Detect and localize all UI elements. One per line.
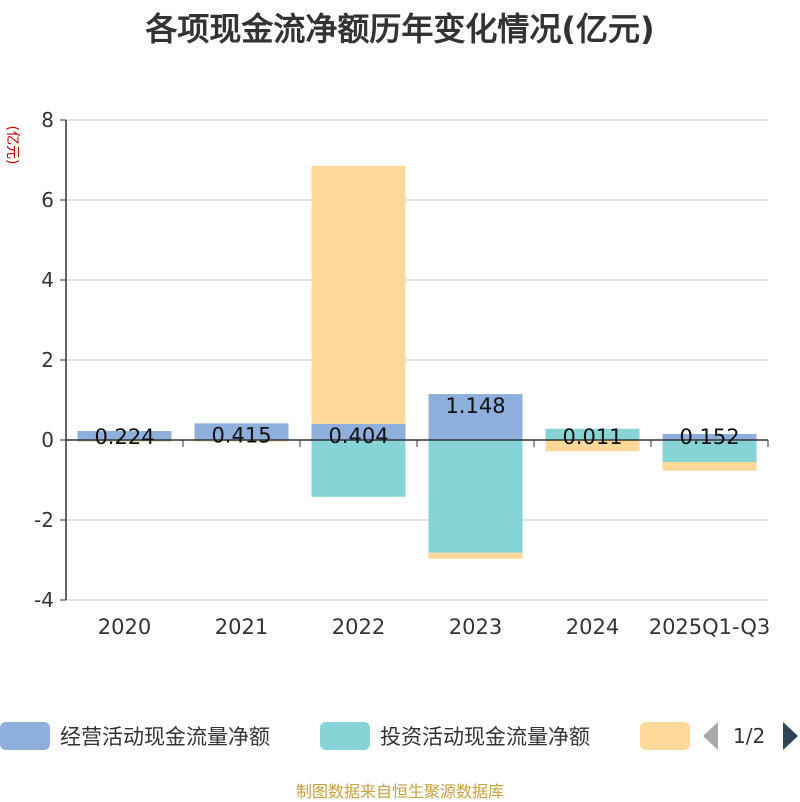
legend-swatch: [320, 722, 370, 750]
data-label: 0.404: [328, 424, 388, 448]
legend-item-2[interactable]: 投资活动现金流量净额: [320, 722, 590, 750]
bar-3-2024[interactable]: [545, 440, 640, 452]
bar-1-2022[interactable]: [311, 423, 406, 440]
legend-item-3[interactable]: [640, 722, 690, 750]
source-note: 制图数据来自恒生聚源数据库: [295, 782, 504, 801]
x-tick-label: 2021: [215, 615, 268, 639]
y-tick-label: 0: [41, 428, 54, 452]
bar-2-2025Q1-Q3[interactable]: [662, 440, 757, 462]
bar-2-2024[interactable]: [545, 428, 640, 440]
bar-1-2021[interactable]: [194, 423, 289, 440]
bar-3-2022[interactable]: [311, 165, 406, 424]
legend-swatch: [640, 722, 690, 750]
y-axis-title: (亿元): [4, 126, 20, 165]
bar-1-2020[interactable]: [77, 431, 172, 440]
grid-lines: [66, 119, 768, 601]
legend[interactable]: 经营活动现金流量净额 投资活动现金流量净额 1/2: [0, 722, 798, 750]
chart-title: 各项现金流净额历年变化情况(亿元): [145, 10, 655, 48]
legend-label: 投资活动现金流量净额: [380, 725, 590, 749]
y-tick-label: -4: [34, 588, 54, 612]
bar-2-2022[interactable]: [311, 440, 406, 497]
data-label: 0.415: [211, 423, 271, 447]
y-tick-label: -2: [34, 508, 54, 532]
bar-3-2021[interactable]: [194, 440, 289, 442]
x-tick-label: 2023: [449, 615, 502, 639]
bar-1-2025Q1-Q3[interactable]: [662, 433, 757, 440]
x-tick-label: 2020: [98, 615, 151, 639]
y-tick-label: 2: [41, 348, 54, 372]
legend-page-indicator: 1/2: [733, 724, 765, 748]
bar-1-2023[interactable]: [428, 394, 523, 440]
axes: -4 -2 0 2 4 6 8 (亿元) 2020 2021 2022 2023 2024 2025Q1-…: [4, 108, 770, 639]
y-tick-label: 4: [41, 268, 54, 292]
prev-page-icon[interactable]: [703, 722, 718, 750]
legend-swatch: [0, 722, 50, 750]
y-tick-label: 6: [41, 188, 54, 212]
bar-3-2020[interactable]: [77, 441, 172, 442]
y-tick-label: 8: [41, 108, 54, 132]
data-label: 1.148: [445, 394, 505, 418]
data-label: 0.011: [562, 425, 622, 449]
bar-3-2023[interactable]: [428, 552, 523, 559]
x-tick-label: 2022: [332, 615, 385, 639]
bar-2-2023[interactable]: [428, 440, 523, 553]
bars: [77, 165, 757, 559]
x-tick-label: 2025Q1-Q3: [649, 615, 771, 639]
legend-label: 经营活动现金流量净额: [60, 725, 270, 749]
legend-item-1[interactable]: 经营活动现金流量净额: [0, 722, 270, 750]
data-label: 0.152: [679, 425, 739, 449]
next-page-icon[interactable]: [783, 722, 798, 750]
x-tick-label: 2024: [566, 615, 619, 639]
data-label: 0.224: [94, 425, 154, 449]
bar-3-2025Q1-Q3[interactable]: [662, 462, 757, 471]
data-labels: 0.224 0.415 0.404 1.148 0.011 0.152: [94, 394, 739, 449]
